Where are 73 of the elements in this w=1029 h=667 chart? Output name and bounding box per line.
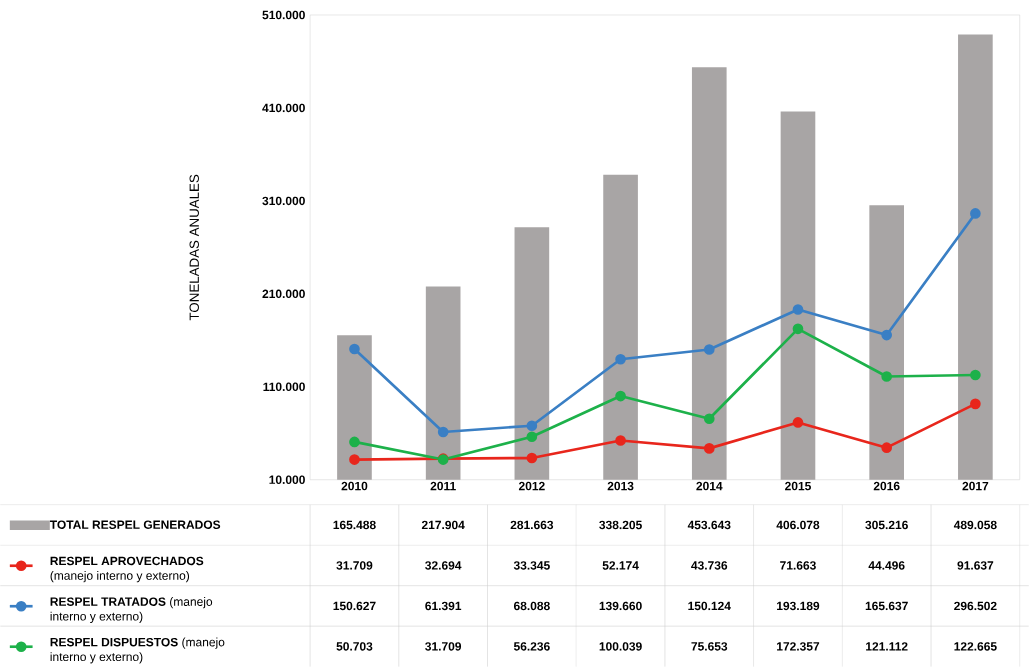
legend-label: TOTAL RESPEL GENERADOS: [49, 520, 221, 529]
data-label: 139.660: [599, 601, 642, 611]
data-label: 121.112: [866, 642, 908, 651]
y-tick-label: 210.000: [262, 289, 305, 299]
y-tick-label: 110.000: [263, 382, 305, 392]
point: [349, 343, 360, 355]
legend-label: RESPEL APROVECHADOS (manejo interno y externo): [50, 556, 204, 583]
point: [792, 323, 804, 335]
x-tick-label: 2012: [518, 481, 545, 491]
data-label: 165.488: [333, 520, 376, 530]
x-tick-label: 2016: [873, 481, 900, 491]
data-label: 61.391: [425, 601, 462, 611]
data-label: 453.643: [687, 520, 731, 530]
point: [526, 452, 538, 464]
data-label: 71.663: [780, 561, 816, 570]
point: [970, 208, 981, 219]
data-label: 52.174: [602, 561, 639, 570]
point: [526, 420, 538, 432]
data-label: 305.216: [865, 520, 908, 530]
point: [703, 413, 715, 425]
point: [349, 436, 360, 448]
y-axis-title: TONELADAS ANUALES: [189, 174, 199, 321]
data-label: 68.088: [513, 601, 550, 611]
y-tick-label: 310.000: [262, 196, 305, 206]
x-tick-label: 2010: [341, 481, 368, 491]
point: [703, 344, 715, 355]
data-label: 33.345: [513, 561, 550, 570]
data-label: 406.078: [776, 520, 820, 530]
x-tick-label: 2013: [607, 481, 634, 491]
y-tick-label: 10.000: [269, 475, 305, 485]
data-label: 281.663: [510, 520, 554, 530]
data-label: 31.709: [425, 642, 462, 651]
text: RESPEL DISPUESTOS (manejo interno y externo): [50, 637, 225, 664]
data-label: 338.205: [599, 520, 642, 530]
point: [970, 369, 981, 381]
x-tick-label: 2015: [785, 481, 811, 491]
y-tick-label: 510.000: [262, 10, 305, 20]
data-label: 56.236: [513, 642, 550, 651]
data-label: 172.357: [777, 642, 820, 651]
y-tick-label: 410.000: [262, 103, 305, 113]
data-label: 217.904: [421, 520, 465, 530]
data-label: 43.736: [691, 561, 728, 570]
data-label: 296.502: [954, 601, 997, 611]
x-tick-label: 2014: [696, 481, 723, 491]
data-label: 165.637: [865, 601, 908, 611]
data-label: 50.703: [336, 642, 373, 651]
data-label: 32.694: [425, 561, 462, 570]
data-label: 100.039: [599, 642, 642, 651]
point: [792, 417, 804, 428]
point: [437, 426, 449, 438]
x-tick-label: 2017: [962, 481, 989, 491]
data-label: 150.627: [333, 601, 376, 611]
x-tick-label: 2011: [430, 481, 456, 491]
point: [881, 442, 893, 454]
point: [703, 443, 715, 454]
data-label: 91.637: [957, 561, 994, 570]
data-label: 122.665: [954, 642, 997, 651]
point: [526, 431, 538, 443]
data-label: 489.058: [953, 520, 997, 530]
data-label: 31.709: [336, 561, 373, 570]
point: [349, 454, 360, 465]
point: [615, 353, 626, 365]
text: RESPEL TRATADOS (manejo interno y externo): [50, 597, 213, 623]
data-label: 150.124: [688, 601, 731, 611]
point: [970, 398, 981, 410]
point: [881, 371, 893, 382]
data-label: 75.653: [691, 642, 728, 651]
point: [615, 435, 626, 446]
data-label: 44.496: [868, 561, 905, 570]
point: [615, 390, 626, 402]
data-label: 193.189: [777, 601, 820, 611]
point: [792, 304, 804, 315]
point: [881, 329, 893, 341]
